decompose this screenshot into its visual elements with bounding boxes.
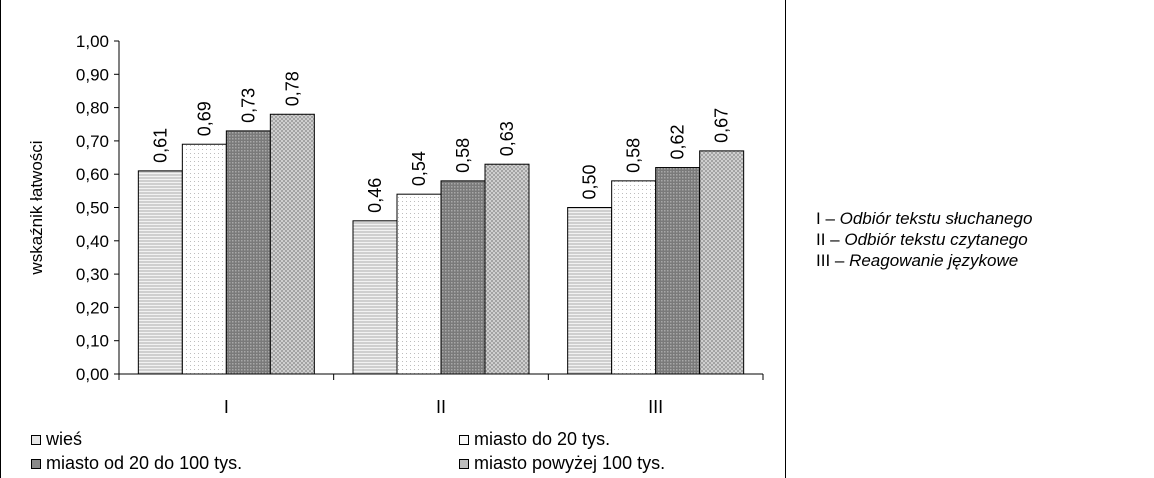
bar	[612, 181, 656, 374]
y-tick-label: 0,60	[76, 165, 109, 184]
y-tick-label: 0,10	[76, 332, 109, 351]
y-tick-label: 0,20	[76, 298, 109, 317]
y-tick-label: 0,00	[76, 365, 109, 384]
legend-label: miasto od 20 do 100 tys.	[46, 453, 242, 474]
bar	[397, 194, 441, 374]
data-label: 0,62	[668, 124, 688, 159]
data-label: 0,78	[282, 71, 302, 106]
data-label: 0,73	[238, 88, 258, 123]
chart-frame: 0,00 0,10 0,20 0,30 0,40 0,50 0,60 0,70 0,80 0,90…	[0, 0, 786, 478]
bar-chart: 0,00 0,10 0,20 0,30 0,40 0,50 0,60 0,70 0,80 0,90…	[1, 0, 787, 478]
data-label: 0,58	[453, 138, 473, 173]
note-i: I – Odbiór tekstu słuchanego	[816, 208, 1032, 229]
bar	[226, 131, 270, 374]
data-label: 0,58	[624, 138, 644, 173]
category-notes: I – Odbiór tekstu słuchanego II – Odbiór…	[816, 208, 1032, 271]
legend-item: miasto powyżej 100 tys.	[459, 453, 665, 474]
bar	[656, 168, 700, 374]
bar	[353, 221, 397, 374]
y-tick-label: 1,00	[76, 32, 109, 51]
y-axis-title: wskaźnik łatwości	[27, 140, 46, 275]
note-iii: III – Reagowanie językowe	[816, 250, 1032, 271]
data-label: 0,61	[150, 128, 170, 163]
bar	[700, 151, 744, 374]
legend-label: miasto powyżej 100 tys.	[474, 453, 665, 474]
legend-swatch	[459, 459, 469, 469]
data-label: 0,50	[580, 164, 600, 199]
data-label: 0,67	[712, 108, 732, 143]
legend-item: miasto od 20 do 100 tys.	[31, 453, 242, 474]
legend-item: miasto do 20 tys.	[459, 429, 610, 450]
x-tick-label: III	[648, 397, 663, 417]
legend-swatch	[459, 435, 469, 445]
bar	[568, 208, 612, 375]
bar	[270, 114, 314, 374]
bar	[441, 181, 485, 374]
y-tick-label: 0,70	[76, 132, 109, 151]
legend-label: wieś	[46, 429, 82, 450]
x-tick-label: I	[224, 397, 229, 417]
data-label: 0,63	[497, 121, 517, 156]
y-tick-label: 0,90	[76, 65, 109, 84]
legend-item: wieś	[31, 429, 82, 450]
bar	[485, 164, 529, 374]
y-tick-label: 0,40	[76, 232, 109, 251]
bar	[138, 171, 182, 374]
legend-swatch	[31, 435, 41, 445]
y-tick-label: 0,50	[76, 199, 109, 218]
y-tick-label: 0,30	[76, 265, 109, 284]
y-tick-label: 0,80	[76, 99, 109, 118]
bar	[182, 144, 226, 374]
x-tick-label: II	[436, 397, 446, 417]
data-label: 0,46	[365, 178, 385, 213]
note-ii: II – Odbiór tekstu czytanego	[816, 229, 1032, 250]
data-label: 0,69	[194, 101, 214, 136]
legend-swatch	[31, 459, 41, 469]
legend-label: miasto do 20 tys.	[474, 429, 610, 450]
data-label: 0,54	[409, 151, 429, 186]
